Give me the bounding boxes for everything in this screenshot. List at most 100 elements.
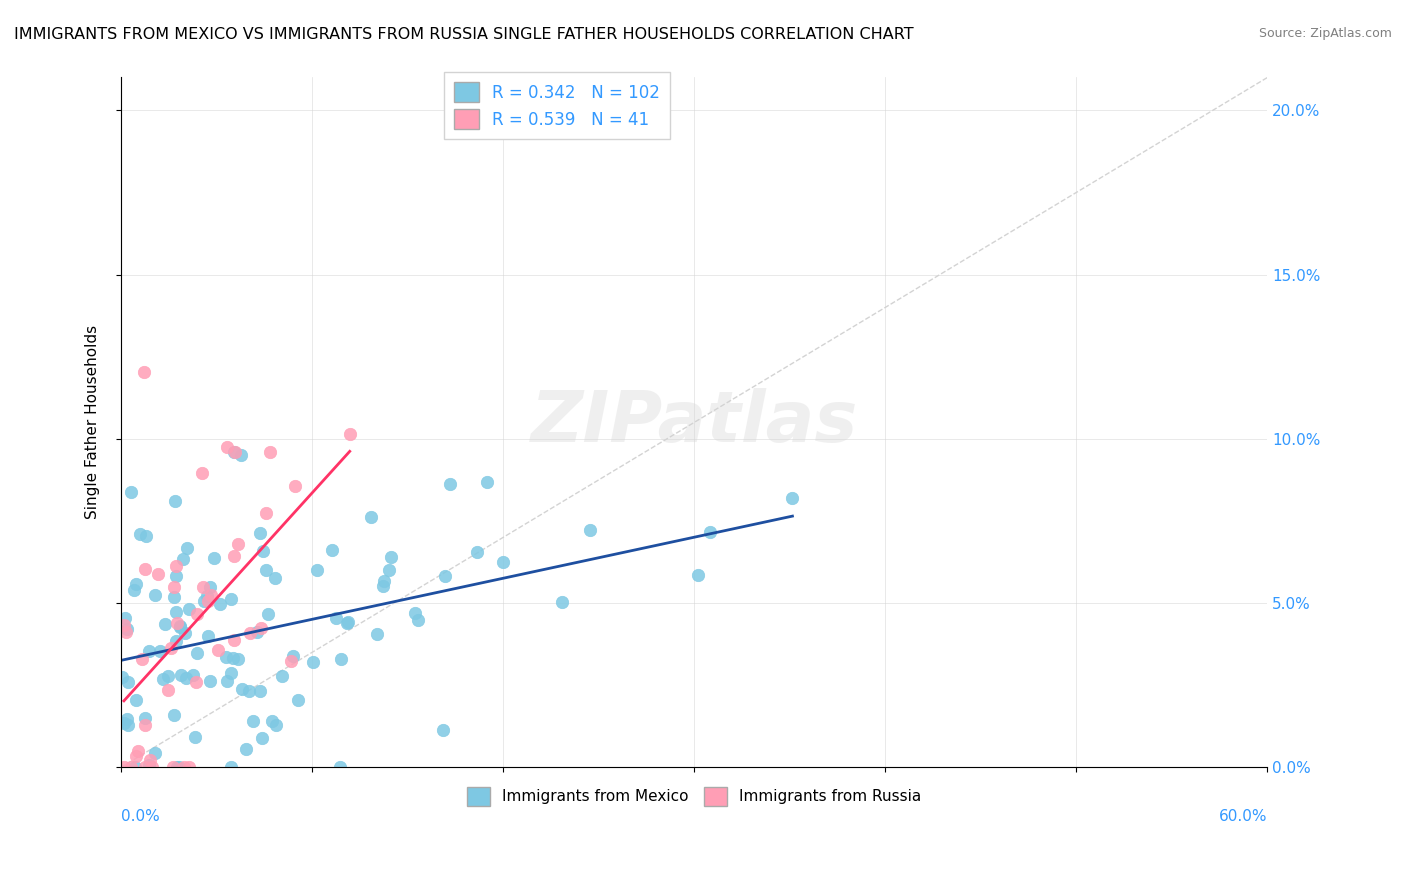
Point	[257, 607, 280, 621]
Point	[475, 475, 498, 489]
Point	[325, 611, 347, 625]
Point	[782, 491, 804, 505]
Point	[432, 723, 454, 737]
Point	[337, 615, 360, 629]
Point	[249, 684, 271, 698]
Point	[246, 625, 269, 640]
Point	[165, 605, 187, 619]
Point	[131, 651, 153, 665]
Point	[280, 654, 302, 668]
Point	[184, 730, 207, 744]
Point	[135, 529, 157, 543]
Point	[134, 718, 156, 732]
Point	[112, 716, 135, 731]
Point	[124, 760, 146, 774]
Point	[406, 613, 429, 627]
Point	[170, 668, 193, 682]
Point	[120, 760, 142, 774]
Point	[578, 524, 600, 538]
Point	[117, 712, 139, 726]
Point	[284, 479, 307, 493]
Point	[125, 748, 148, 763]
Point	[172, 551, 194, 566]
Point	[177, 760, 200, 774]
Point	[226, 652, 249, 666]
Point	[254, 506, 277, 520]
Point	[439, 477, 461, 491]
Point	[143, 746, 166, 760]
Point	[127, 744, 149, 758]
Point	[222, 549, 245, 564]
Point	[377, 563, 399, 577]
Point	[222, 651, 245, 665]
Point	[125, 692, 148, 706]
Point	[163, 494, 186, 508]
Point	[242, 714, 264, 728]
Point	[173, 760, 195, 774]
Point	[217, 440, 239, 454]
Point	[215, 673, 238, 688]
Point	[208, 597, 231, 611]
Point	[112, 760, 135, 774]
Point	[551, 595, 574, 609]
Point	[259, 445, 281, 459]
Point	[336, 615, 359, 630]
Point	[138, 753, 160, 767]
Point	[117, 718, 139, 732]
Point	[157, 682, 180, 697]
Point	[128, 527, 150, 541]
Point	[252, 543, 274, 558]
Point	[155, 617, 177, 632]
Point	[404, 606, 426, 620]
Point	[219, 591, 242, 606]
Point	[120, 484, 142, 499]
Point	[134, 760, 156, 774]
Point	[149, 643, 172, 657]
Point	[186, 646, 208, 660]
Point	[163, 590, 186, 604]
Point	[141, 760, 163, 774]
Point	[287, 692, 309, 706]
Point	[165, 558, 187, 573]
Point	[207, 643, 229, 657]
Point	[146, 566, 169, 581]
Text: 60.0%: 60.0%	[1219, 809, 1267, 823]
Point	[138, 757, 160, 772]
Point	[112, 618, 135, 632]
Point	[339, 427, 361, 442]
Point	[169, 619, 191, 633]
Point	[219, 666, 242, 681]
Point	[165, 569, 187, 583]
Point	[138, 643, 160, 657]
Point	[176, 541, 198, 556]
Point	[195, 590, 218, 604]
Point	[360, 510, 382, 524]
Point	[115, 624, 138, 639]
Point	[202, 551, 225, 566]
Point	[249, 525, 271, 540]
Point	[193, 594, 215, 608]
Point	[250, 731, 273, 745]
Point	[270, 669, 292, 683]
Point	[162, 760, 184, 774]
Point	[190, 466, 212, 480]
Point	[134, 711, 156, 725]
Point	[169, 619, 191, 633]
Point	[235, 742, 257, 756]
Point	[152, 673, 174, 687]
Point	[186, 674, 208, 689]
Point	[321, 543, 343, 558]
Point	[371, 579, 394, 593]
Point	[197, 594, 219, 608]
Point	[366, 627, 388, 641]
Point	[380, 550, 402, 565]
Legend: Immigrants from Mexico, Immigrants from Russia: Immigrants from Mexico, Immigrants from …	[458, 778, 931, 814]
Point	[238, 684, 260, 698]
Point	[254, 563, 277, 577]
Point	[222, 444, 245, 458]
Point	[166, 760, 188, 774]
Point	[177, 602, 200, 616]
Point	[160, 641, 183, 656]
Text: 0.0%: 0.0%	[121, 809, 160, 823]
Point	[699, 524, 721, 539]
